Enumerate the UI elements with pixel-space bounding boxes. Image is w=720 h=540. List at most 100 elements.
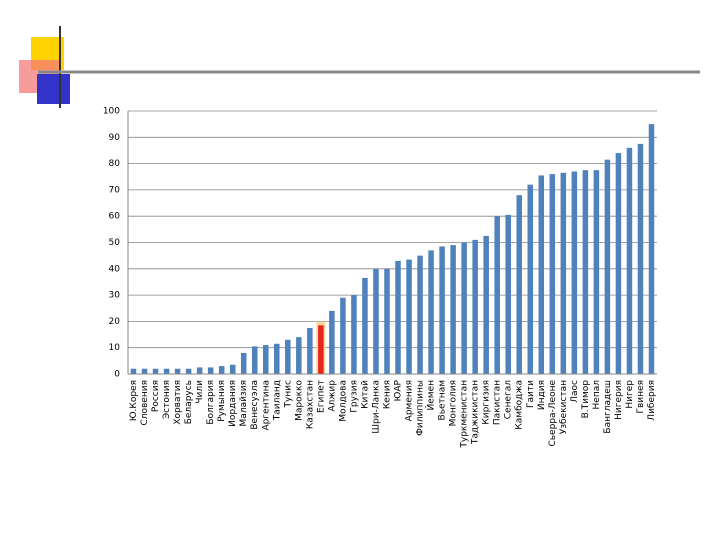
- x-tick-label: Гвинея: [636, 380, 646, 413]
- x-tick-label: Аргентина: [261, 380, 271, 431]
- x-tick-label: Румыния: [217, 380, 227, 422]
- x-tick-label: Венесуэла: [250, 380, 260, 430]
- bar: [163, 368, 170, 374]
- y-tick-label: 40: [109, 264, 121, 274]
- x-tick-label: Монголия: [449, 380, 459, 426]
- bar: [417, 255, 423, 374]
- x-tick-label: Словения: [140, 380, 150, 426]
- bar: [373, 268, 379, 374]
- bar: [384, 268, 390, 374]
- x-tick-label: Сенегал: [504, 380, 514, 419]
- x-tick-label: Кения: [382, 380, 392, 409]
- bar: [439, 246, 445, 374]
- bar: [329, 310, 335, 374]
- bar: [549, 174, 556, 374]
- decoration: [19, 26, 700, 108]
- bar: [351, 295, 357, 374]
- x-tick-label: Египет: [316, 380, 326, 413]
- x-tick-label: Таиланд: [272, 380, 282, 421]
- x-tick-label: ЮАР: [394, 379, 404, 401]
- bar: [174, 368, 181, 374]
- x-tick-label: Молдова: [338, 380, 348, 422]
- y-tick-label: 20: [109, 317, 121, 327]
- bar: [395, 260, 401, 374]
- x-tick-label: Либерия: [647, 380, 657, 421]
- x-tick-label: Филиппины: [416, 380, 426, 436]
- bar: [483, 235, 489, 374]
- bar: [274, 343, 280, 374]
- x-tick-label: Россия: [151, 380, 161, 412]
- x-tick-label: Индия: [537, 380, 547, 410]
- x-tick-label: Иордания: [228, 380, 238, 427]
- x-tick-label: Сьерра-Леоне: [548, 380, 558, 447]
- x-tick-label: Гаити: [526, 380, 536, 408]
- bar: [185, 368, 192, 374]
- x-tick-label: Тунис: [283, 380, 293, 409]
- bar: [461, 242, 467, 374]
- bar: [571, 171, 578, 374]
- x-tick-label: Эстония: [162, 380, 172, 419]
- y-tick-label: 10: [109, 343, 121, 353]
- bar: [637, 143, 644, 374]
- y-tick-label: 30: [109, 291, 121, 301]
- x-tick-label: Ю.Корея: [129, 380, 139, 421]
- x-tick-label: Нигер: [625, 380, 635, 409]
- x-tick-label: Казахстан: [305, 380, 315, 429]
- x-tick-label: Туркменистан: [460, 380, 470, 449]
- y-tick-label: 0: [114, 370, 120, 380]
- bar: [626, 147, 633, 374]
- y-tick-label: 90: [109, 133, 121, 143]
- x-tick-label: Грузия: [349, 380, 359, 413]
- x-tick-label: Болгария: [206, 380, 216, 425]
- x-tick-label: Бангладеш: [603, 380, 613, 434]
- bar: [538, 175, 545, 374]
- x-tick-label: Чили: [195, 380, 205, 404]
- x-tick-label: Лаос: [570, 380, 580, 403]
- bar: [229, 364, 236, 374]
- bar: [152, 368, 159, 374]
- x-tick-label: Хорватия: [173, 380, 183, 425]
- x-tick-label: Малайзия: [239, 380, 249, 426]
- bar: [582, 170, 589, 374]
- bar: [307, 327, 313, 374]
- bar: [450, 245, 456, 374]
- x-tick-label: Таджикистан: [471, 380, 481, 445]
- bar: [428, 250, 434, 374]
- bar: [516, 195, 522, 374]
- bar: [263, 345, 269, 374]
- x-tick-label: Узбекистан: [559, 380, 569, 434]
- bar: [196, 367, 203, 374]
- x-tick-label: Беларусь: [184, 380, 194, 424]
- bar: [240, 352, 247, 374]
- x-tick-label: Шри-Ланка: [371, 380, 381, 434]
- x-tick-label: Киргизия: [482, 380, 492, 425]
- bar: [207, 367, 214, 374]
- bar: [141, 368, 148, 374]
- bar: [527, 184, 534, 374]
- bar: [296, 337, 302, 374]
- x-tick-label: Марокко: [294, 380, 304, 421]
- bar: [285, 339, 291, 374]
- y-tick-label: 60: [109, 212, 121, 222]
- x-tick-label: Пакистан: [493, 380, 503, 425]
- x-tick-label: Вьетнам: [438, 380, 448, 420]
- x-tick-label: Китай: [360, 380, 370, 409]
- bar: [130, 368, 137, 374]
- bar: [251, 346, 258, 374]
- x-tick-label: Армения: [405, 380, 415, 421]
- bar: [318, 325, 324, 374]
- bar: [218, 366, 225, 374]
- bar: [505, 214, 511, 374]
- bar: [406, 259, 412, 374]
- y-tick-label: 70: [109, 185, 121, 195]
- x-tick-label: В.Тимор: [581, 380, 591, 419]
- bar: [615, 153, 622, 374]
- x-tick-label: Камбоджа: [515, 380, 525, 430]
- y-tick-label: 80: [109, 159, 121, 169]
- bar: [604, 159, 611, 374]
- x-tick-label: Нигерия: [614, 380, 624, 420]
- bar: [362, 278, 368, 374]
- x-tick-label: Йемен: [425, 380, 437, 411]
- y-tick-label: 50: [109, 238, 121, 248]
- y-tick-label: 100: [103, 107, 120, 117]
